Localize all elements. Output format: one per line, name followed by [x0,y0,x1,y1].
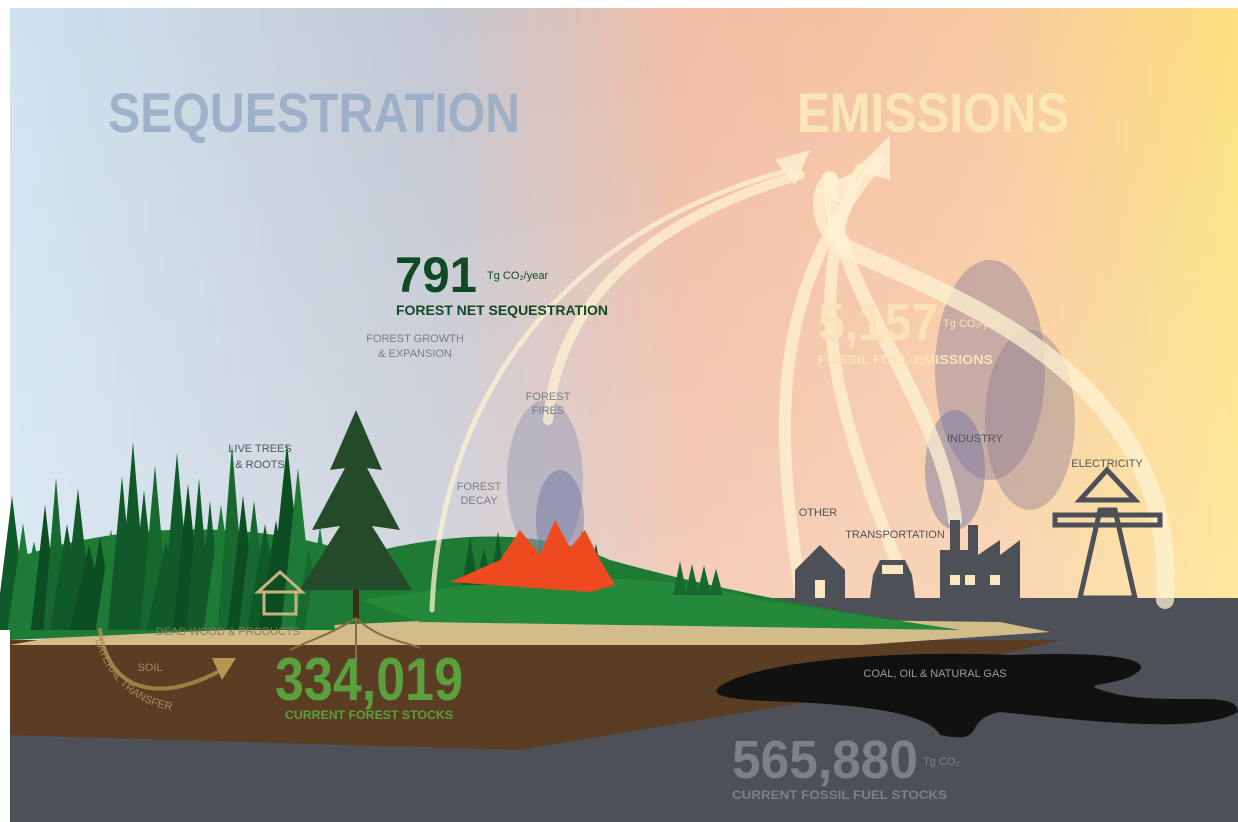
tree [697,565,711,595]
arrow-head [775,150,810,185]
label: SOIL [137,662,162,674]
roots [289,617,421,660]
fossil-reserve [716,653,1238,738]
labels: FOREST GROWTH & EXPANSION FOREST FIRES F… [137,333,1143,680]
smoke [507,400,583,560]
stat-value: 334,019 [275,646,463,713]
arrow [98,628,227,691]
sky-haze [10,8,1238,608]
arrow-heads [212,135,890,680]
label: FOREST GROWTH [366,333,464,345]
smoke [935,260,1045,480]
stat-unit: Tg CO₂ [923,756,960,768]
window [990,575,1000,585]
forest [0,441,723,630]
stat-label: CURRENT FOSSIL FUEL STOCKS [732,788,947,802]
arrow [543,170,805,425]
flow-arrows [98,154,1175,691]
house [795,545,845,598]
label: FIRES [532,405,564,417]
arrow [812,171,1175,609]
label: FOREST [457,481,502,493]
stat-unit: Tg CO₂/year [943,318,1004,330]
arrow-head [815,170,860,205]
heading: SEQUESTRATION [108,81,520,144]
arrow [429,167,793,613]
arrow [823,173,962,527]
door [815,580,825,598]
label: FOREST [526,391,571,403]
tree [685,564,699,595]
fire [450,520,615,592]
label: INDUSTRY [947,433,1004,445]
car [870,560,915,598]
label: DECAY [460,495,498,507]
smoke [985,330,1075,510]
arrow-head [855,135,890,180]
stat-unit: Tg CO₂/year [487,270,548,282]
label: LIVE TREES [228,443,291,455]
stat-value: 791 [395,247,477,303]
window [950,575,960,585]
label: COAL, OIL & NATURAL GAS [863,668,1006,680]
stat-value: 5,157 [818,294,938,352]
stat-label: FOREST NET SEQUESTRATION [396,302,608,318]
tree [673,561,687,595]
car-window [882,565,903,574]
label: DEAD WOOD & PRODUCTS [156,626,300,638]
label: & EXPANSION [378,348,452,360]
pylon [1052,466,1163,601]
meadow [360,578,960,630]
window [965,575,975,585]
label: TRANSPORTATION [845,529,945,541]
big-tree [300,410,412,590]
stat-value: 565,880 [732,730,918,790]
heading: EMISSIONS [797,81,1069,144]
arrow-head [212,658,236,680]
windows [815,565,1000,598]
cabin [262,590,298,616]
label: ELECTRICITY [1071,458,1143,470]
label: OTHER [799,507,838,519]
stat-label: CURRENT FOREST STOCKS [285,708,453,722]
stat-label: FOSSIL FUEL EMISSIONS [818,352,993,367]
tree [709,568,723,595]
label: & ROOTS [235,459,285,471]
